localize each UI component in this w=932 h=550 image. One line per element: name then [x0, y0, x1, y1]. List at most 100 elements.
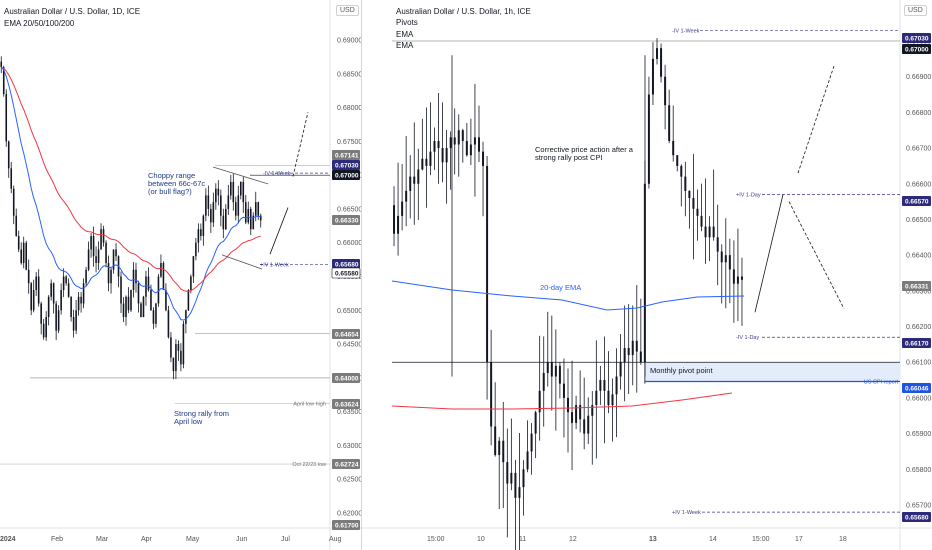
- candle-body: [20, 249, 23, 263]
- candle-body: [235, 202, 237, 216]
- candle-body: [17, 235, 20, 250]
- y-tick-label: 0.66800: [906, 110, 931, 117]
- hourly-currency-label[interactable]: USD: [904, 5, 927, 16]
- candle-body: [453, 137, 456, 145]
- candle-body: [82, 283, 85, 304]
- candle-body: [0, 61, 3, 68]
- svg-text:0.67000: 0.67000: [905, 47, 929, 54]
- candle-body: [150, 290, 152, 311]
- candle-body: [47, 296, 50, 318]
- svg-text:0.67000: 0.67000: [335, 173, 359, 180]
- candle-body: [244, 202, 247, 223]
- candle-body: [180, 350, 182, 365]
- candle-body: [225, 208, 227, 230]
- candle-body: [100, 229, 102, 250]
- ema-20-day-line: [391, 280, 745, 311]
- x-tick-label: 15:00: [752, 536, 770, 543]
- candle-body: [429, 151, 432, 166]
- daily-currency-label[interactable]: USD: [336, 5, 359, 16]
- candle-body: [660, 48, 663, 77]
- candle-body: [498, 440, 501, 456]
- candle-body: [522, 469, 525, 488]
- flag-upper-line: [212, 166, 269, 185]
- candle-body: [473, 137, 476, 145]
- candle-body: [5, 94, 8, 142]
- candle-body: [413, 176, 416, 184]
- annotation-corrective: strong rally post CPI: [535, 153, 603, 162]
- candle-body: [542, 372, 545, 391]
- price-tag: 0.64654: [332, 329, 360, 339]
- daily-chart-canvas[interactable]: 0.69000 0.68500 0.68000 0.67500 0.67000 0.665…: [0, 0, 361, 550]
- x-tick-label: 2024: [0, 536, 16, 543]
- hourly-chart-canvas[interactable]: 0.67000 0.66900 0.66800 0.66700 0.66600 0.665…: [362, 0, 932, 550]
- candle-body: [85, 269, 87, 284]
- candle-body: [393, 205, 396, 234]
- x-tick-label: 14: [709, 536, 717, 543]
- candle-body: [591, 405, 594, 416]
- candle-body: [688, 190, 691, 199]
- candle-body: [579, 405, 582, 420]
- svg-text:0.61700: 0.61700: [335, 523, 359, 530]
- candle-body: [212, 202, 215, 223]
- y-tick-label: 0.66500: [906, 217, 931, 224]
- candle-body: [736, 276, 739, 284]
- svg-text:0.66046: 0.66046: [905, 386, 929, 393]
- candle-body: [425, 158, 428, 166]
- svg-text:0.65680: 0.65680: [335, 262, 359, 269]
- candle-body: [232, 181, 235, 203]
- candle-body: [172, 357, 175, 372]
- candle-body: [30, 283, 32, 311]
- y-tick-label: 0.68000: [337, 105, 361, 112]
- candle-body: [740, 276, 743, 280]
- candle-body: [490, 362, 493, 427]
- y-tick-label: 0.64500: [337, 342, 361, 349]
- candle-body: [15, 215, 18, 236]
- candle-body: [12, 188, 15, 216]
- price-tag: 0.66330: [332, 215, 360, 225]
- price-tag: 0.62724: [332, 459, 360, 469]
- arrow-solid: [269, 207, 289, 255]
- candle-body: [195, 242, 197, 257]
- x-tick-label: 12: [569, 536, 577, 543]
- candle-body: [603, 380, 606, 391]
- candle-body: [210, 208, 212, 223]
- candle-body: [87, 249, 90, 270]
- y-tick-label: 0.66100: [906, 360, 931, 367]
- panel-divider[interactable]: [361, 0, 362, 550]
- price-tag: 0.61700: [332, 520, 360, 530]
- arrow-down-dashed: [788, 201, 845, 309]
- iv-week-upper-label: -IV 1-Week: [263, 171, 291, 177]
- candle-body: [27, 269, 30, 284]
- candle-body: [554, 365, 557, 377]
- candle-body: [22, 242, 25, 263]
- candle-body: [152, 310, 155, 324]
- candle-body: [175, 344, 177, 372]
- candle-body: [102, 229, 105, 243]
- candle-body: [125, 296, 127, 318]
- candle-body: [514, 472, 517, 498]
- candle-body: [80, 296, 82, 304]
- y-tick-label: 0.65000: [337, 308, 361, 315]
- candle-body: [631, 340, 634, 356]
- annotation-choppy-range: (or bull flag?): [148, 187, 192, 196]
- candle-body: [587, 415, 590, 434]
- candle-body: [668, 105, 671, 141]
- candle-body: [708, 226, 711, 238]
- svg-text:0.62724: 0.62724: [335, 462, 359, 469]
- hourly-chart-panel[interactable]: 0.67000 0.66900 0.66800 0.66700 0.66600 0.665…: [362, 0, 932, 550]
- price-tag: 0.67030: [902, 33, 931, 43]
- svg-text:0.65580: 0.65580: [335, 271, 359, 278]
- annotation-corrective: Corrective price action after a: [535, 145, 634, 154]
- candle-body: [242, 181, 245, 203]
- candle-body: [137, 283, 140, 304]
- candle-body: [162, 262, 165, 291]
- svg-text:0.66170: 0.66170: [905, 341, 929, 348]
- candle-body: [110, 269, 112, 284]
- candle-body: [461, 130, 464, 141]
- daily-chart-panel[interactable]: 0.69000 0.68500 0.68000 0.67500 0.67000 0.665…: [0, 0, 361, 550]
- price-tag: 0.63624: [332, 399, 360, 409]
- candle-body: [647, 94, 650, 184]
- price-tag: 0.67141: [332, 150, 360, 160]
- candle-body: [107, 262, 110, 284]
- candle-body: [409, 176, 412, 191]
